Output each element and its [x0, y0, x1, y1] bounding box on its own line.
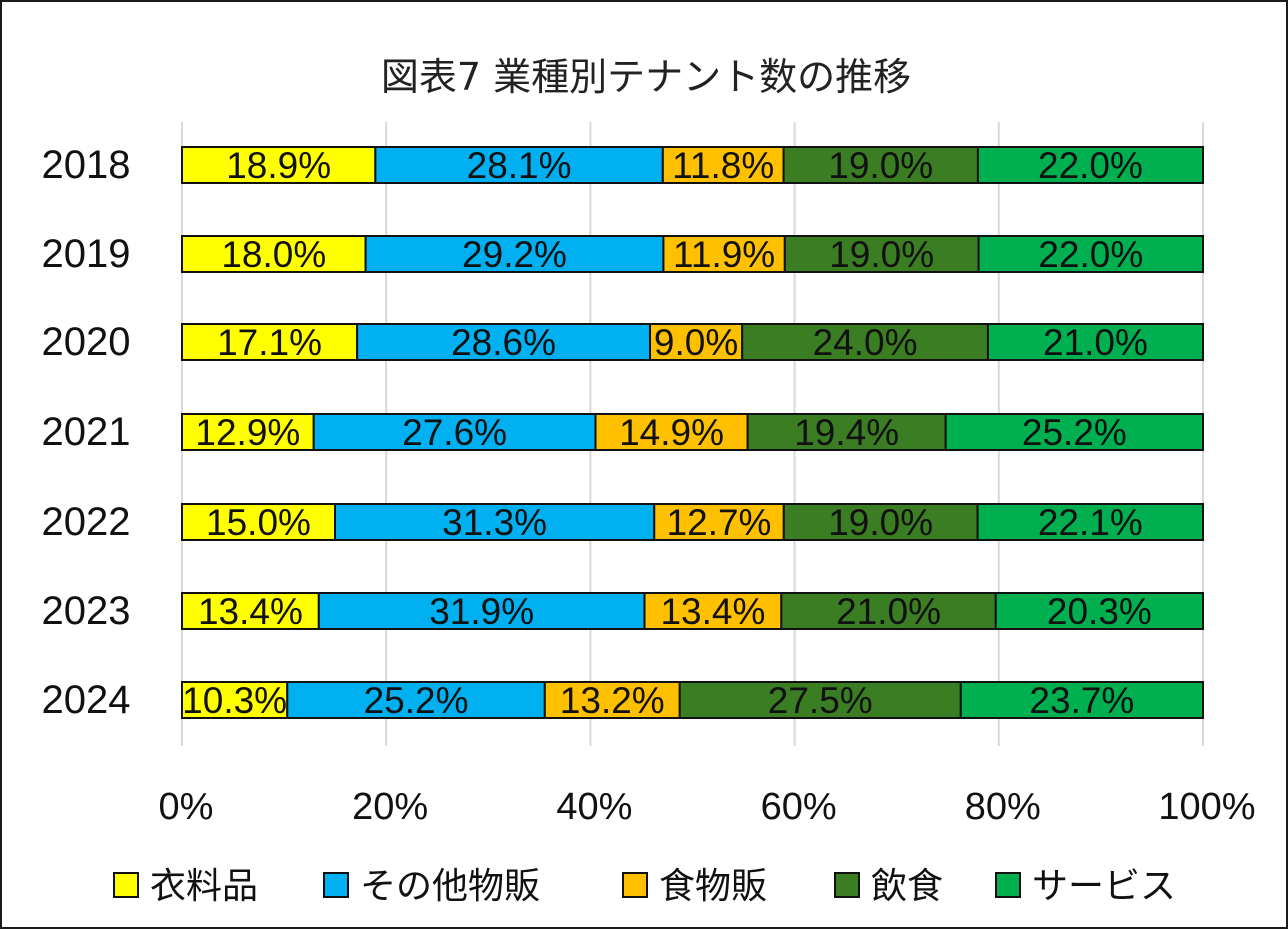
bar-segment: [782, 146, 979, 184]
data-label: 22.0%: [1038, 234, 1143, 275]
bars: 18.9% 28.1% 11.8% 19.0% 22.0% 18.0% 29.2% 11.9%…: [181, 145, 1205, 721]
bar-segment: [977, 235, 1204, 273]
bar-segment: [653, 503, 785, 541]
legend-label: 食物販: [659, 866, 767, 907]
data-label: 25.2%: [364, 680, 469, 721]
x-tick-label: 40%: [556, 786, 632, 828]
legend-label: 飲食: [871, 866, 943, 907]
bar-segment: [364, 235, 665, 273]
data-label: 22.0%: [1038, 145, 1143, 186]
legend: 衣料品 その他物販 食物販 飲食 サービス: [113, 866, 1176, 907]
bar-segment: [181, 592, 320, 630]
bar-segment: [317, 592, 646, 630]
bar-segment: [944, 413, 1204, 451]
bar-segment: [643, 592, 783, 630]
data-label: 18.0%: [221, 234, 326, 275]
x-tick-label: 20%: [352, 786, 428, 828]
x-tick-label: 80%: [965, 786, 1041, 828]
data-label: 12.9%: [195, 412, 300, 453]
data-label: 13.2%: [560, 680, 665, 721]
y-tick-label: 2021: [42, 410, 131, 454]
data-label: 27.5%: [768, 680, 873, 721]
y-tick-label: 2023: [42, 589, 131, 633]
y-tick-label: 2020: [42, 320, 131, 364]
data-label: 25.2%: [1022, 412, 1127, 453]
bar-segment: [543, 681, 681, 719]
bar-segment: [976, 503, 1204, 541]
data-label: 11.9%: [673, 234, 775, 275]
data-label: 22.1%: [1038, 502, 1143, 543]
bar-segment: [994, 592, 1204, 630]
data-label: 14.9%: [619, 412, 724, 453]
data-label: 31.9%: [429, 591, 534, 632]
legend-label: その他物販: [360, 866, 540, 907]
data-label: 31.3%: [442, 502, 547, 543]
legend-label: 衣料品: [150, 866, 258, 907]
legend-swatch: [995, 872, 1021, 898]
data-label: 13.4%: [198, 591, 303, 632]
x-tick-label: 100%: [1158, 786, 1255, 828]
legend-swatch: [113, 872, 139, 898]
x-tick-label: 60%: [761, 786, 837, 828]
bar-segment: [594, 413, 749, 451]
legend-swatch: [622, 872, 648, 898]
data-label: 28.6%: [451, 322, 556, 363]
bar-segment: [649, 323, 744, 361]
data-label: 27.6%: [402, 412, 507, 453]
data-label: 13.4%: [660, 591, 765, 632]
data-label: 11.8%: [672, 145, 774, 186]
bar-segment: [976, 146, 1205, 184]
x-axis-labels: 0% 20% 40% 60% 80% 100%: [159, 786, 1256, 828]
y-tick-label: 2019: [42, 232, 131, 276]
x-tick-label: 0%: [159, 786, 214, 828]
bar-segment: [312, 413, 597, 451]
data-label: 21.0%: [836, 591, 941, 632]
bar-segment: [181, 681, 289, 719]
data-label: 10.3%: [182, 680, 287, 721]
bar-segment: [959, 681, 1204, 719]
data-label: 19.0%: [828, 502, 933, 543]
data-label: 15.0%: [206, 502, 311, 543]
data-label: 23.7%: [1029, 680, 1134, 721]
legend-swatch: [834, 872, 860, 898]
bar-segment: [741, 323, 989, 361]
bar-segment: [783, 235, 980, 273]
y-axis-labels: 2018 2019 2020 2021 2022 2023 2024: [42, 143, 131, 722]
data-label: 18.9%: [226, 145, 331, 186]
data-label: 19.0%: [829, 234, 934, 275]
bar-segment: [356, 323, 652, 361]
bar-segment: [181, 323, 359, 361]
y-tick-label: 2018: [42, 143, 131, 187]
chart-title: 図表7 業種別テナント数の推移: [381, 55, 911, 99]
data-label: 17.1%: [217, 322, 322, 363]
bar-segment: [181, 146, 377, 184]
bar-segment: [782, 503, 979, 541]
data-label: 12.7%: [667, 502, 772, 543]
bar-segment: [780, 592, 997, 630]
y-tick-label: 2022: [42, 500, 131, 544]
bar-segment: [662, 235, 786, 273]
data-label: 20.3%: [1047, 591, 1152, 632]
data-label: 29.2%: [462, 234, 567, 275]
legend-swatch: [323, 872, 349, 898]
data-label: 19.0%: [828, 145, 933, 186]
bar-segment: [286, 681, 546, 719]
data-label: 19.4%: [794, 412, 899, 453]
legend-label: サービス: [1032, 866, 1176, 907]
bar-segment: [181, 235, 367, 273]
data-label: 28.1%: [467, 145, 572, 186]
data-label: 24.0%: [813, 322, 918, 363]
y-tick-label: 2024: [42, 678, 131, 722]
bar-segment: [986, 323, 1204, 361]
data-label: 9.0%: [654, 322, 738, 363]
data-label: 21.0%: [1043, 322, 1148, 363]
